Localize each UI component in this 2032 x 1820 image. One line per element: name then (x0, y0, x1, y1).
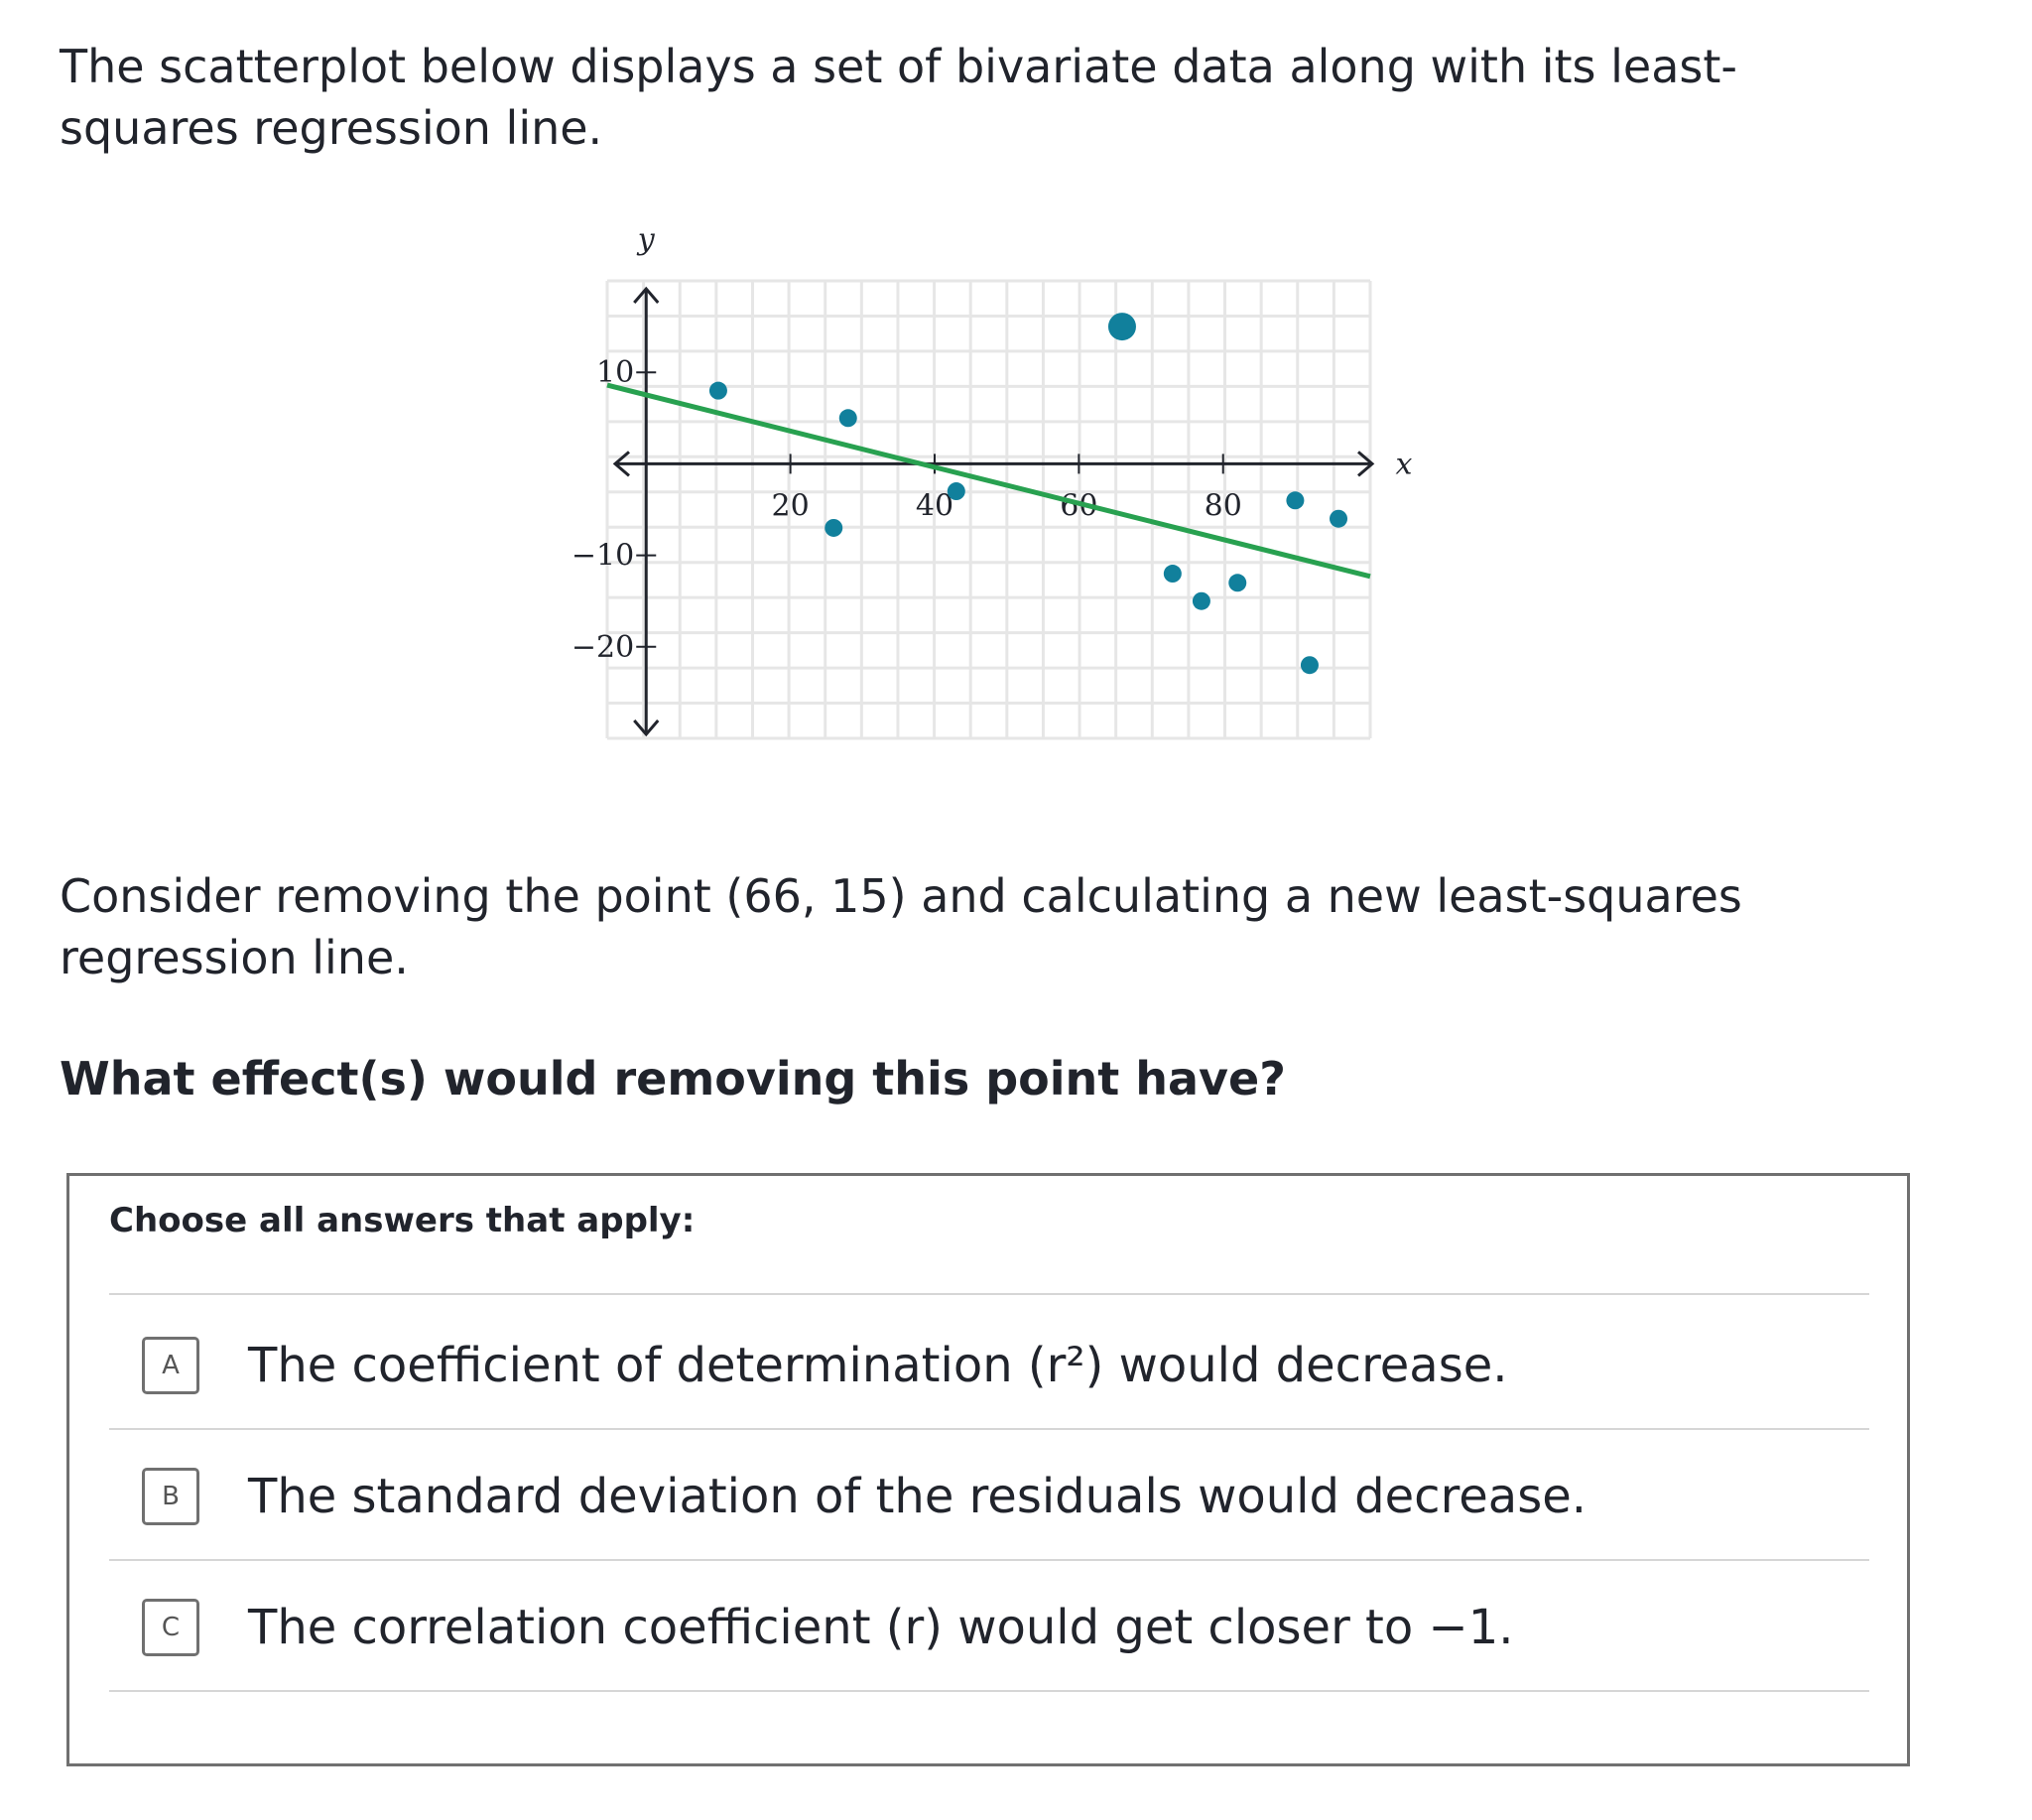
instruction: Choose all answers that apply: (109, 1201, 696, 1240)
choice-text[interactable]: The standard deviation of the residuals … (248, 1469, 1587, 1524)
choice-letter[interactable]: C (142, 1599, 199, 1656)
data-point (708, 381, 727, 400)
data-point (825, 518, 843, 537)
data-point (838, 409, 857, 428)
data-point (1286, 491, 1305, 510)
x-axis-arrow (612, 451, 1375, 477)
divider (109, 1559, 1869, 1561)
choices-box: Choose all answers that apply: A The coe… (66, 1173, 1910, 1766)
x-axis-label: x (1396, 447, 1413, 481)
data-point (1330, 509, 1348, 528)
y-tick-label: −20 (572, 630, 634, 665)
data-point (1228, 574, 1247, 592)
y-axis-label: y (636, 222, 656, 257)
divider (109, 1428, 1869, 1430)
highlighted-point (1107, 313, 1136, 341)
divider (109, 1293, 1869, 1295)
choice-letter[interactable]: B (142, 1468, 199, 1525)
y-tick-label: 10 (596, 355, 634, 390)
intro-text: The scatterplot below displays a set of … (60, 40, 1738, 155)
consider-text: Consider removing the point (66, 15) and… (60, 869, 1742, 984)
data-point (1192, 591, 1210, 610)
x-tick-label: 20 (772, 488, 810, 523)
x-tick-label: 40 (916, 488, 953, 523)
x-tick-label: 80 (1205, 488, 1242, 523)
choice-text[interactable]: The coefficient of determination (r²) wo… (248, 1338, 1508, 1393)
data-point (1300, 656, 1319, 675)
question: What effect(s) would removing this point… (60, 1052, 1286, 1105)
regression-line (606, 382, 1371, 580)
choice-text[interactable]: The correlation coefficient (r) would ge… (248, 1600, 1514, 1655)
data-point (1163, 565, 1182, 584)
choice-letter[interactable]: A (142, 1337, 199, 1394)
data-point (947, 482, 965, 501)
y-axis-arrow (633, 286, 660, 737)
y-tick-label: −10 (572, 539, 634, 574)
divider (109, 1690, 1869, 1692)
